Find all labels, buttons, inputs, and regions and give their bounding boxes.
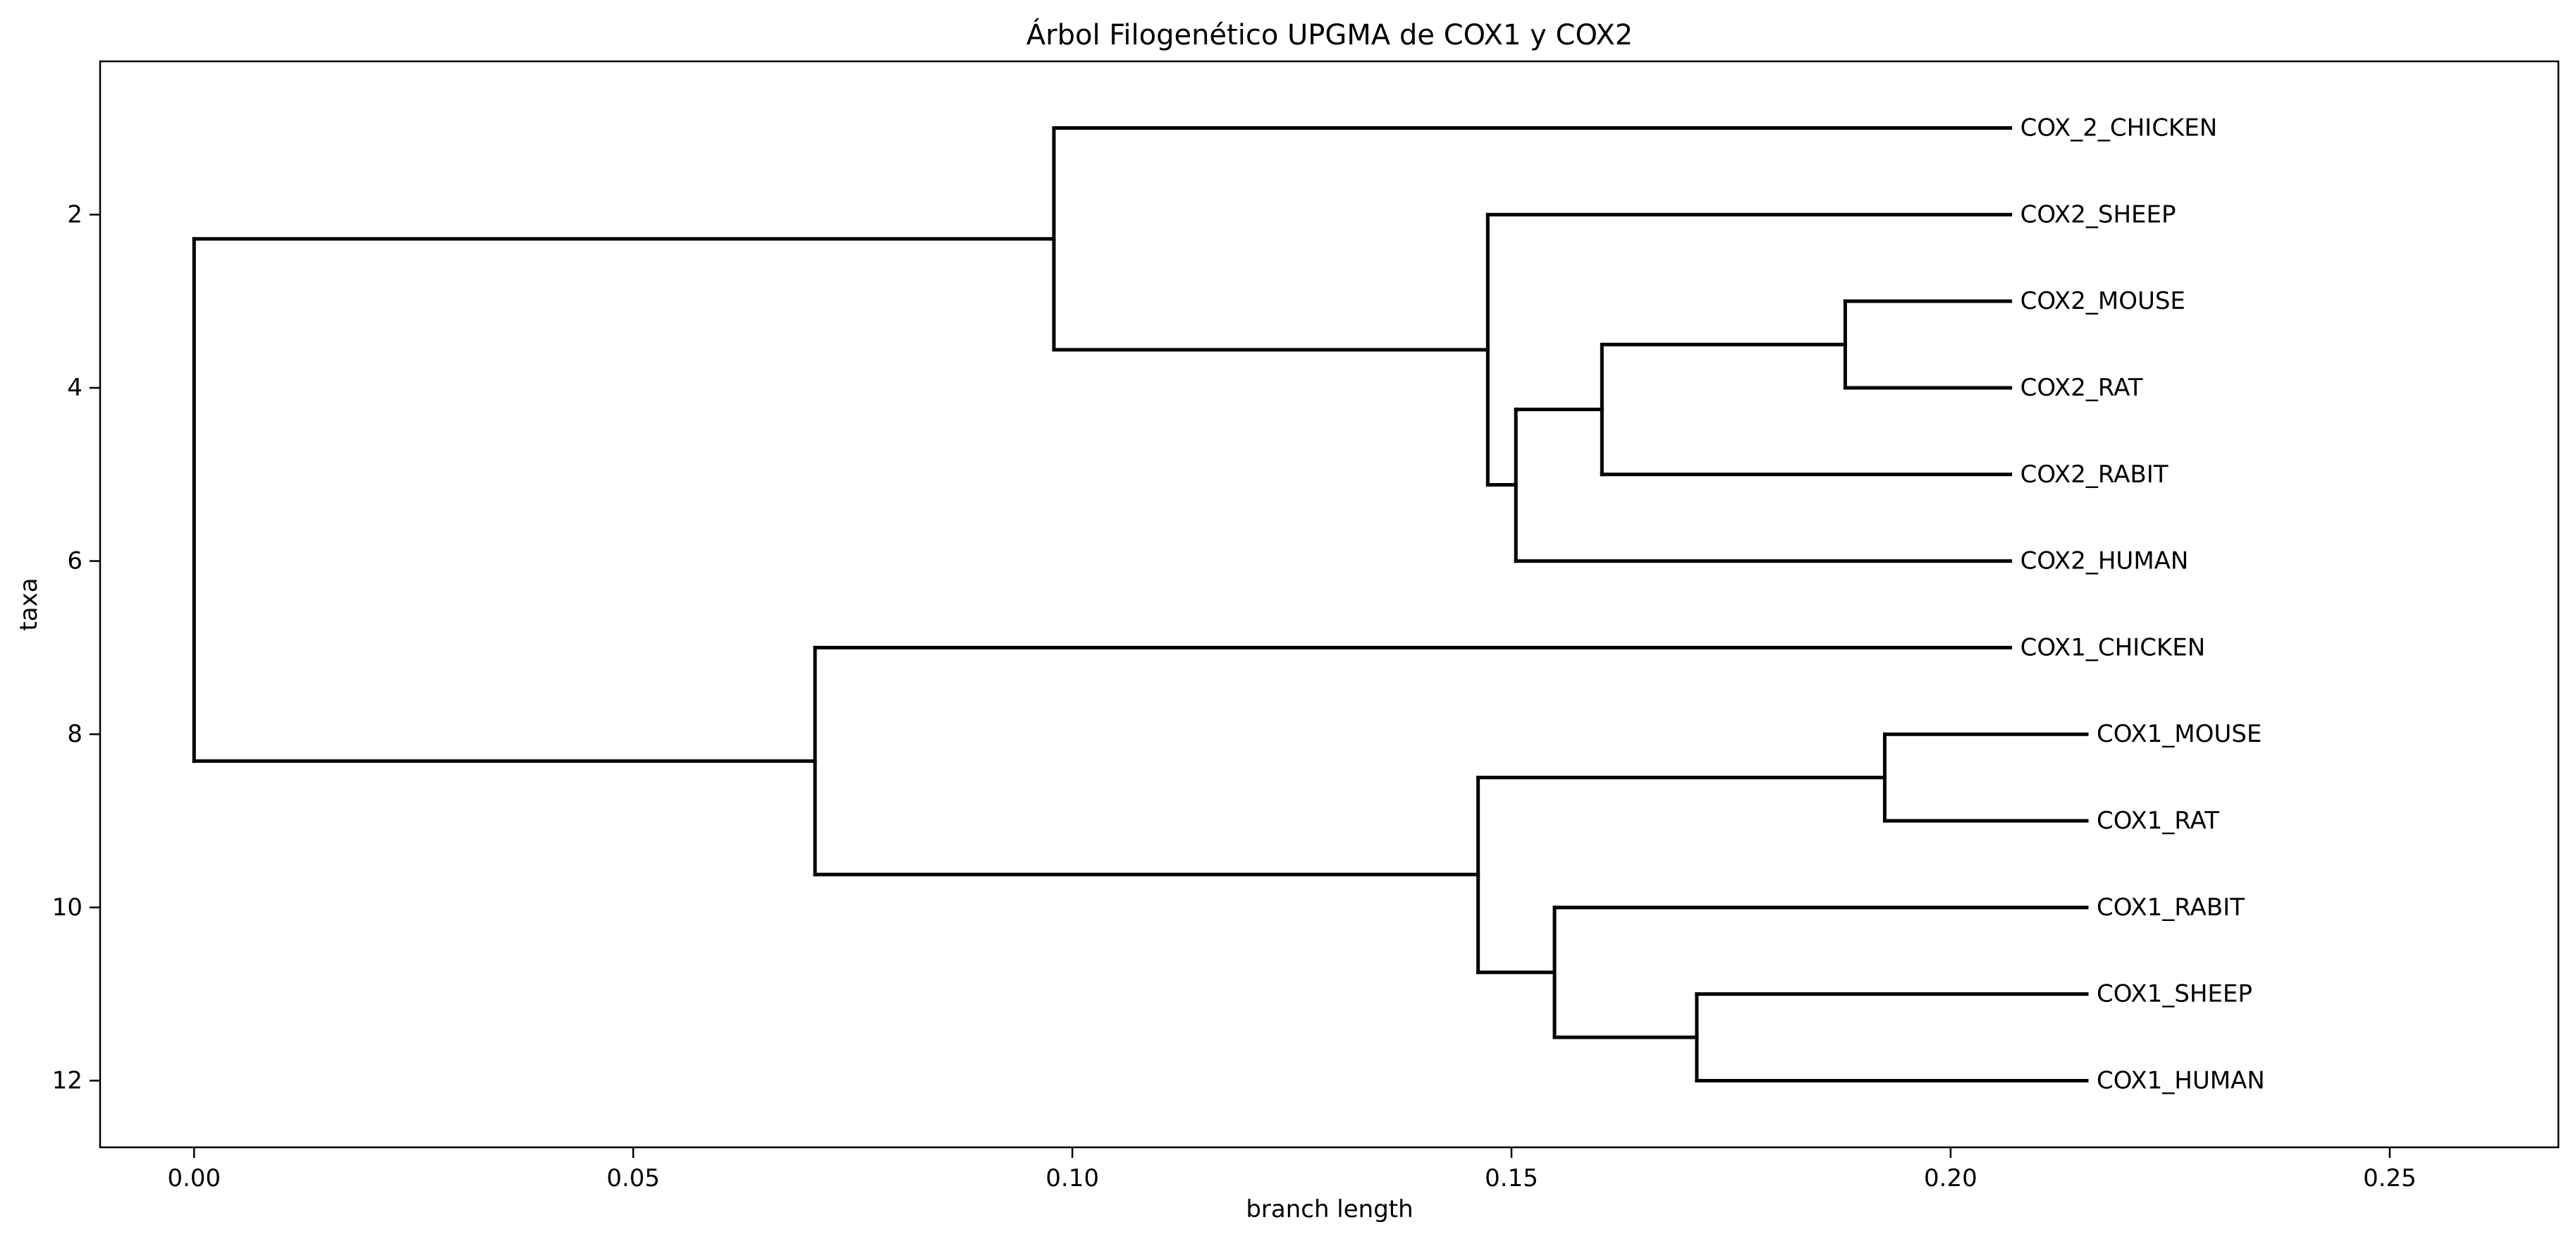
- y-axis-label: taxa: [15, 578, 43, 630]
- x-axis-label: branch length: [1246, 1195, 1413, 1223]
- y-tick-label: 8: [67, 720, 82, 748]
- leaf-label-cox1-sheep: COX1_SHEEP: [2097, 980, 2252, 1008]
- x-tick-label: 0.05: [606, 1164, 660, 1192]
- y-tick-label: 10: [52, 893, 82, 922]
- y-tick-label: 4: [67, 374, 82, 402]
- y-tick-label: 12: [52, 1066, 82, 1094]
- y-tick-label: 2: [67, 200, 82, 228]
- leaf-label-cox1-human: COX1_HUMAN: [2097, 1066, 2265, 1094]
- leaf-label-cox2-human: COX2_HUMAN: [2020, 547, 2189, 575]
- y-tick-label: 6: [67, 547, 82, 575]
- chart-title: Árbol Filogenético UPGMA de COX1 y COX2: [1026, 18, 1633, 51]
- leaf-label-cox2-sheep: COX2_SHEEP: [2020, 200, 2176, 228]
- x-axis: 0.00 0.05 0.10 0.15 0.20 0.25: [167, 1147, 2417, 1192]
- leaf-label-cox-2-chicken: COX_2_CHICKEN: [2020, 114, 2218, 142]
- x-tick-label: 0.25: [2363, 1164, 2417, 1192]
- tree-branches: [192, 126, 2089, 1082]
- x-tick-label: 0.00: [167, 1164, 221, 1192]
- x-tick-label: 0.15: [1485, 1164, 1538, 1192]
- leaf-labels: COX_2_CHICKEN COX2_SHEEP COX2_MOUSE COX2_RA…: [2020, 114, 2265, 1095]
- leaf-label-cox2-rat: COX2_RAT: [2020, 374, 2143, 402]
- y-axis: 2 4 6 8 10 12: [52, 200, 100, 1094]
- leaf-label-cox1-rat: COX1_RAT: [2097, 807, 2219, 835]
- leaf-label-cox1-chicken: COX1_CHICKEN: [2020, 633, 2206, 661]
- leaf-label-cox1-rabit: COX1_RABIT: [2097, 893, 2245, 922]
- leaf-label-cox2-mouse: COX2_MOUSE: [2020, 287, 2185, 315]
- x-tick-label: 0.10: [1045, 1164, 1099, 1192]
- plot-area-frame: [99, 60, 2560, 1149]
- leaf-label-cox2-rabit: COX2_RABIT: [2020, 460, 2169, 489]
- leaf-label-cox1-mouse: COX1_MOUSE: [2097, 720, 2262, 748]
- x-tick-label: 0.20: [1924, 1164, 1977, 1192]
